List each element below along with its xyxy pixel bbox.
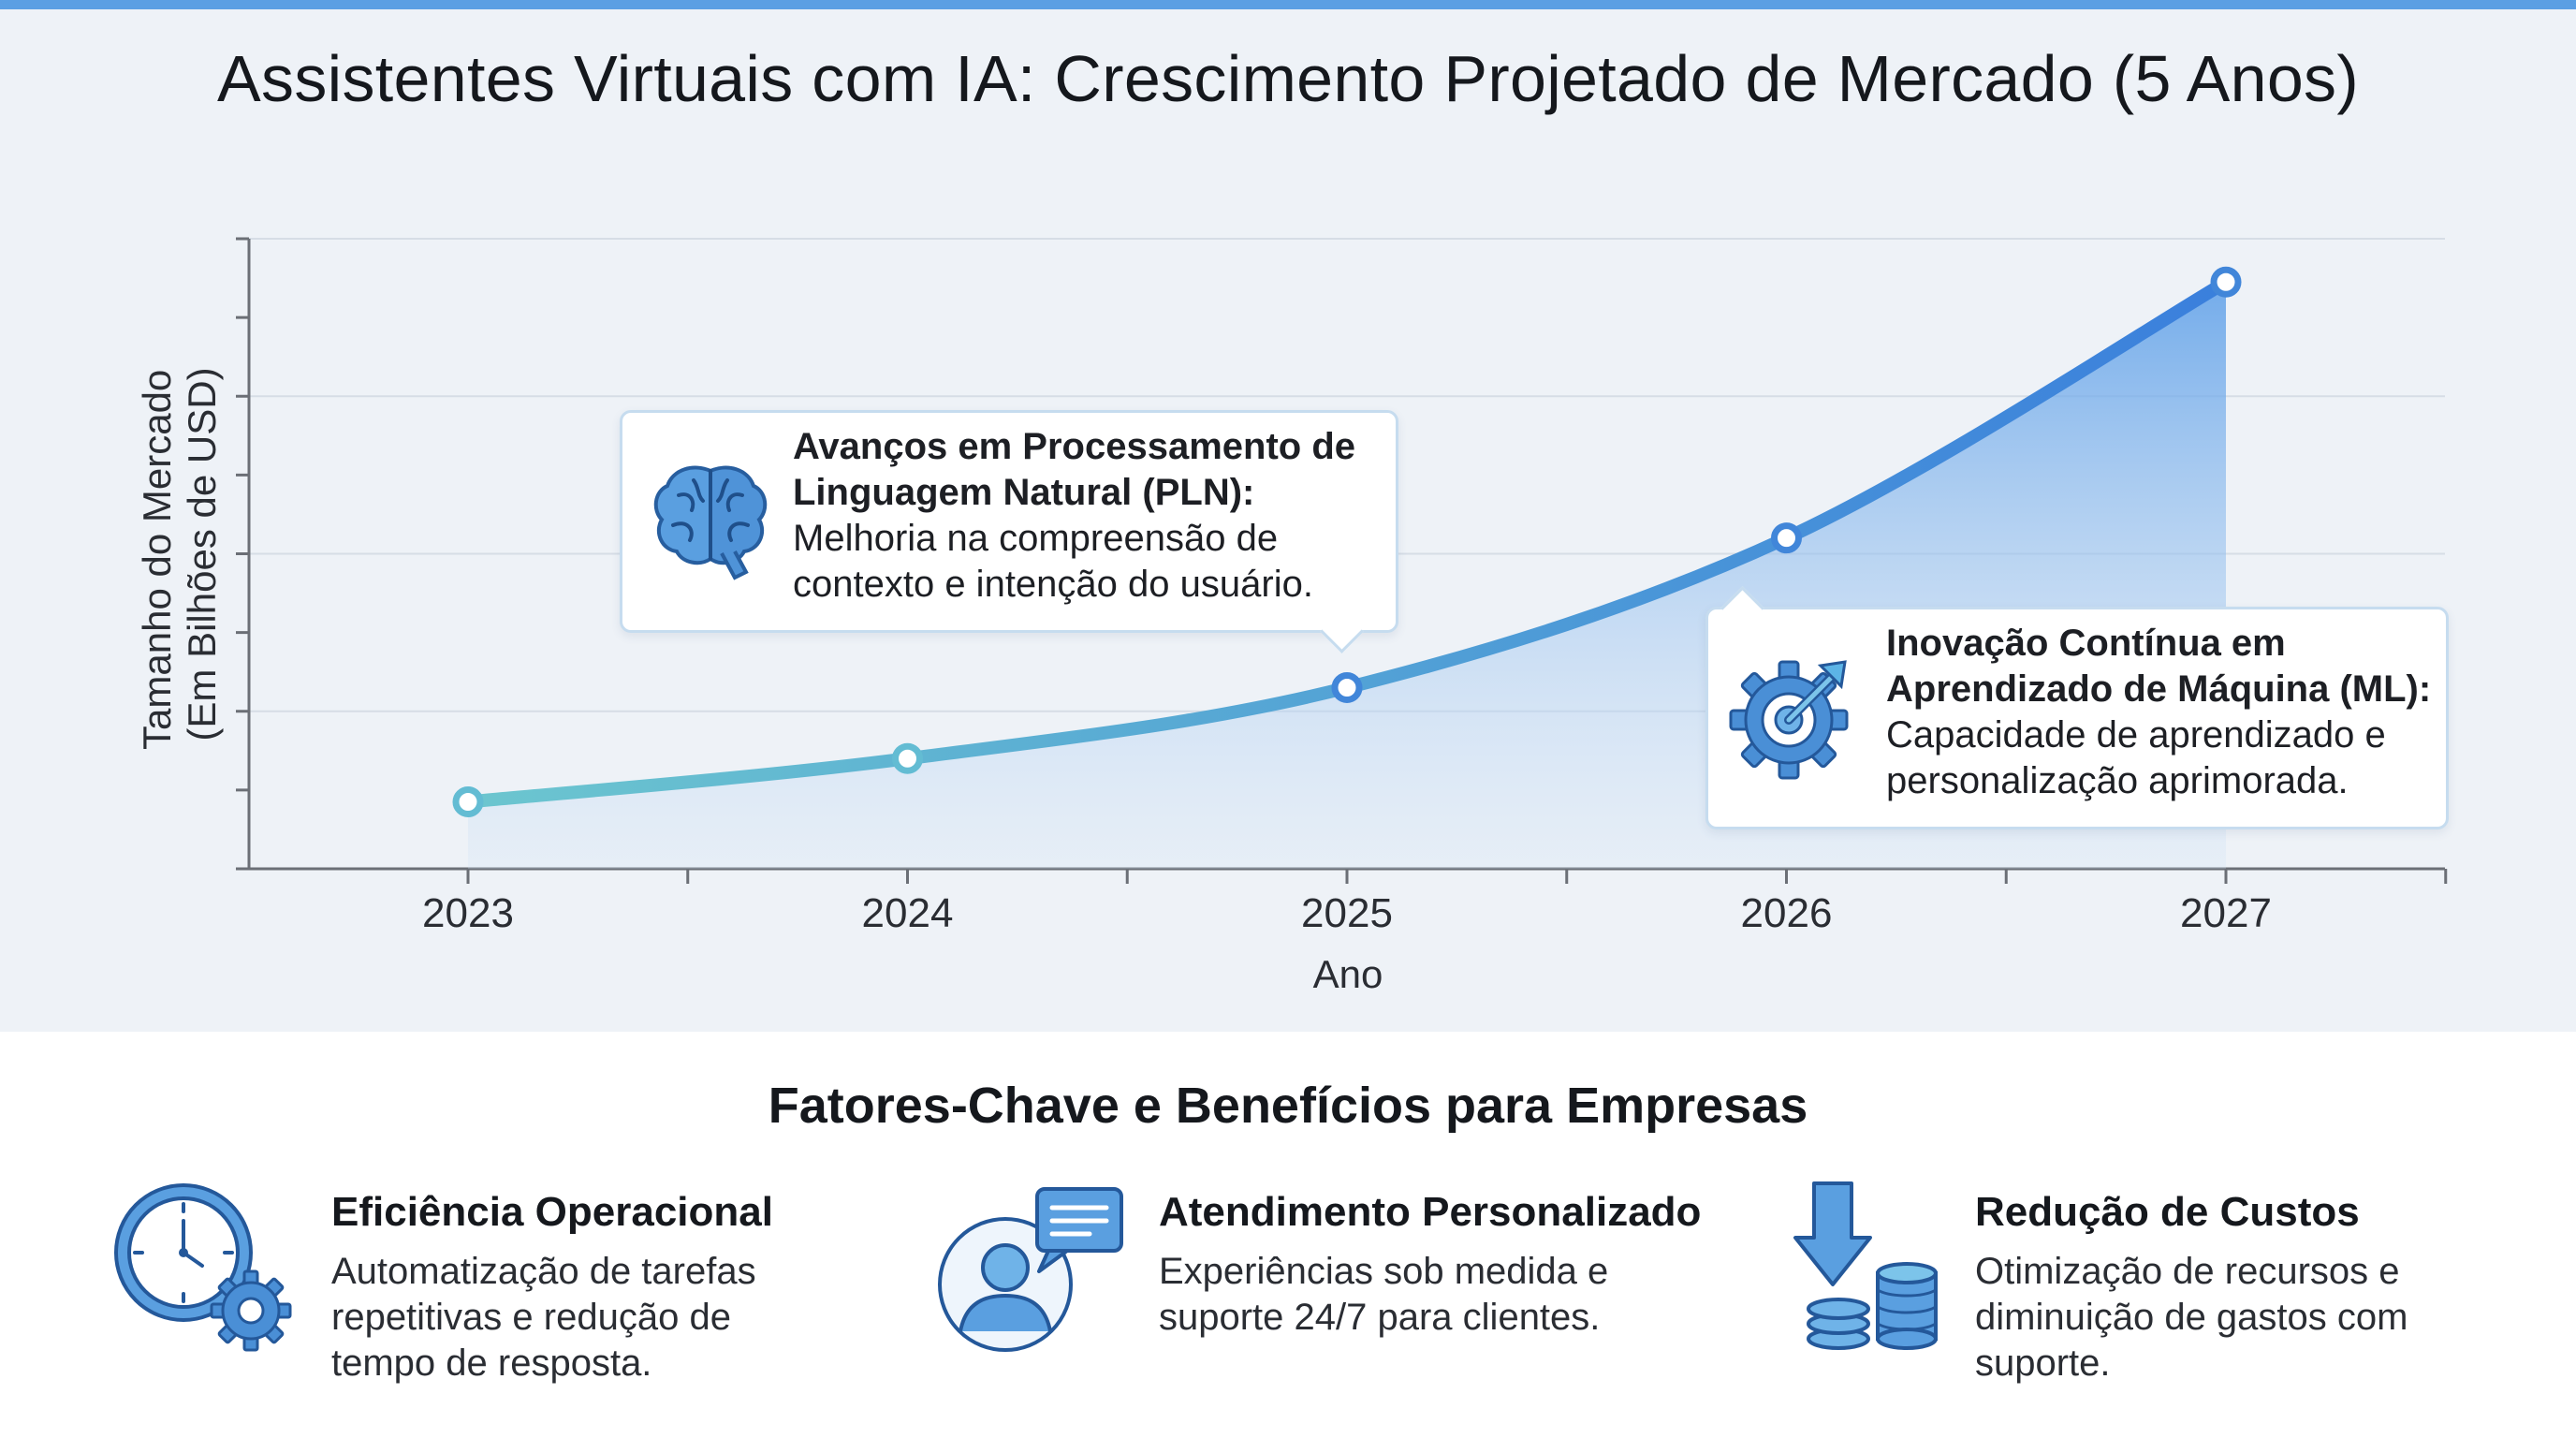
benefit-efficiency-desc-line-2: repetitivas e redução de [331,1297,731,1338]
callout-ml-title-line-1: Inovação Contínua em [1886,623,2286,664]
arrow-coins-icon [1793,1181,1938,1350]
data-point-2027 [2210,266,2242,298]
y-axis-label-line-1: Tamanho do Mercado [135,370,179,750]
benefit-efficiency-title: Eficiência Operacional [331,1189,773,1235]
data-points [452,266,2242,817]
callout-nlp-body-line-2: contexto e intenção do usuário. [793,564,1313,605]
benefit-personalized-desc-line-1: Experiências sob medida e [1159,1251,1609,1292]
benefit-cost-reduction-desc-line-2: diminuição de gastos com [1975,1297,2408,1338]
gear-arrow-icon [1729,660,1849,780]
callout-nlp-title-line-2: Linguagem Natural (PLN): [793,472,1255,513]
x-tick-label-2027: 2027 [2180,890,2272,936]
page-title: Assistentes Virtuais com IA: Crescimento… [217,42,2359,115]
callout-nlp-title-line-1: Avanços em Processamento de [793,426,1355,467]
brain-icon [653,465,768,580]
x-tick-labels: 2023 2024 2025 2026 2027 [422,890,2272,936]
user-chat-icon [938,1187,1123,1352]
data-point-2023 [452,785,484,817]
svg-text:Tamanho do Mercado (Em B: Tamanho do Mercado (Em Bilhões de USD) [135,359,224,750]
callout-nlp: Avanços em Processamento de Linguagem Na… [620,410,1398,653]
benefit-personalized-title: Atendimento Personalizado [1159,1189,1702,1235]
data-point-2026 [1771,522,1802,554]
clock-gear-icon [114,1183,292,1352]
callout-ml-body-line-2: personalização aprimorada. [1886,760,2349,801]
top-accent-strip [0,0,2576,9]
y-axis-ticks [236,237,249,871]
x-axis-ticks [466,869,2448,884]
data-point-2024 [892,742,923,774]
x-tick-label-2024: 2024 [862,890,954,936]
x-axis-label: Ano [1313,952,1383,996]
benefit-cost-reduction-title: Redução de Custos [1975,1189,2360,1235]
benefit-efficiency-desc-line-3: tempo de resposta. [331,1343,652,1384]
callout-ml-body-line-1: Capacidade de aprendizado e [1886,714,2386,756]
callout-ml-title-line-2: Aprendizado de Máquina (ML): [1886,668,2432,710]
benefits-title: Fatores-Chave e Benefícios para Empresas [768,1078,1808,1134]
benefit-personalized-desc-line-2: suporte 24/7 para clientes. [1159,1297,1601,1338]
y-axis-label-line-2: (Em Bilhões de USD) [180,367,224,741]
benefit-cost-reduction-desc-line-1: Otimização de recursos e [1975,1251,2400,1292]
benefit-cost-reduction-desc-line-3: suporte. [1975,1343,2111,1384]
x-tick-label-2023: 2023 [422,890,514,936]
x-tick-label-2026: 2026 [1741,890,1833,936]
benefit-efficiency-desc-line-1: Automatização de tarefas [331,1251,756,1292]
y-axis-label: Tamanho do Mercado (Em Bilhões de USD) [135,359,224,750]
x-tick-label-2025: 2025 [1301,890,1393,936]
data-point-2025 [1331,672,1363,704]
callout-ml: Inovação Contínua em Aprendizado de Máqu… [1705,586,2449,829]
callout-nlp-body-line-1: Melhoria na compreensão de [793,518,1279,559]
